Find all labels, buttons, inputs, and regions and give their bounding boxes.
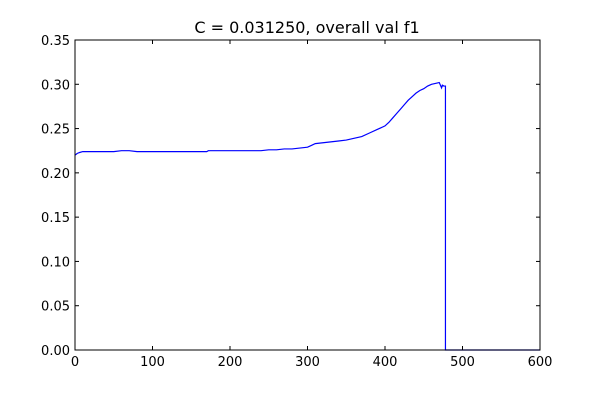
x-tick-label: 100 [140,355,165,370]
x-tick-label: 400 [373,355,398,370]
y-tick-label: 0.10 [41,255,70,270]
y-tick-label: 0.15 [41,211,70,226]
y-tick-label: 0.05 [41,300,70,315]
series-line [74,81,540,351]
y-tick-label: 0.00 [41,344,70,359]
x-tick-label: 500 [450,355,475,370]
y-tick-label: 0.20 [41,167,70,182]
x-tick-label: 600 [528,355,553,370]
x-tick-label: 0 [71,355,79,370]
y-tick-label: 0.25 [41,123,70,138]
x-tick-label: 300 [295,355,320,370]
x-tick-label: 200 [218,355,243,370]
chart-title: C = 0.031250, overall val f1 [194,18,419,37]
y-tick-label: 0.35 [41,34,70,49]
y-tick-label: 0.30 [41,78,70,93]
plot-frame [74,39,541,351]
